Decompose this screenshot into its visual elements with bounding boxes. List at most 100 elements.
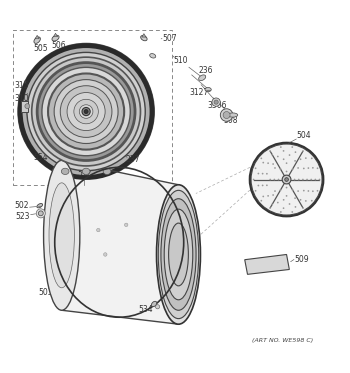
- Circle shape: [283, 150, 285, 152]
- Text: 523: 523: [15, 211, 29, 221]
- Ellipse shape: [34, 37, 40, 43]
- Circle shape: [18, 44, 154, 179]
- Circle shape: [302, 207, 304, 209]
- Text: 513: 513: [69, 155, 84, 164]
- Circle shape: [250, 143, 323, 216]
- Circle shape: [253, 179, 254, 181]
- Text: (ART NO. WE598 C): (ART NO. WE598 C): [252, 338, 314, 343]
- Circle shape: [251, 144, 322, 215]
- Circle shape: [36, 209, 45, 218]
- Circle shape: [271, 204, 273, 206]
- Circle shape: [267, 195, 269, 197]
- Ellipse shape: [228, 113, 238, 117]
- Circle shape: [286, 195, 287, 197]
- Circle shape: [255, 190, 257, 192]
- Circle shape: [302, 150, 304, 152]
- Circle shape: [266, 184, 268, 186]
- Circle shape: [38, 211, 43, 216]
- Circle shape: [273, 179, 275, 181]
- Circle shape: [267, 162, 269, 164]
- Text: 237: 237: [125, 155, 140, 164]
- Circle shape: [294, 160, 296, 162]
- Circle shape: [303, 190, 304, 191]
- FancyBboxPatch shape: [21, 101, 28, 112]
- Polygon shape: [54, 33, 58, 37]
- Circle shape: [294, 179, 295, 181]
- Ellipse shape: [141, 35, 147, 41]
- Circle shape: [283, 159, 285, 160]
- Circle shape: [269, 207, 271, 209]
- Circle shape: [311, 157, 313, 159]
- Circle shape: [262, 162, 264, 163]
- Circle shape: [294, 197, 296, 199]
- Circle shape: [283, 199, 285, 201]
- Ellipse shape: [169, 223, 188, 286]
- Ellipse shape: [82, 168, 90, 175]
- Circle shape: [317, 167, 318, 169]
- Circle shape: [306, 179, 308, 181]
- Circle shape: [258, 185, 259, 186]
- Circle shape: [266, 173, 268, 175]
- Circle shape: [25, 104, 30, 109]
- Circle shape: [272, 163, 274, 165]
- Circle shape: [292, 189, 294, 191]
- Circle shape: [262, 173, 264, 175]
- Circle shape: [54, 79, 118, 144]
- Text: 3306: 3306: [207, 101, 226, 110]
- Circle shape: [272, 194, 274, 196]
- Circle shape: [125, 223, 128, 226]
- Text: 236: 236: [198, 66, 213, 75]
- Text: 502: 502: [14, 201, 29, 210]
- Ellipse shape: [152, 301, 157, 307]
- Text: 505: 505: [34, 44, 48, 53]
- Ellipse shape: [61, 168, 69, 175]
- Ellipse shape: [161, 199, 196, 310]
- Ellipse shape: [150, 54, 156, 58]
- Text: 507: 507: [162, 34, 177, 43]
- Ellipse shape: [158, 190, 199, 319]
- Text: 510: 510: [173, 56, 188, 65]
- Circle shape: [48, 73, 124, 150]
- Circle shape: [292, 211, 293, 213]
- Circle shape: [289, 203, 290, 205]
- Circle shape: [305, 200, 307, 202]
- Circle shape: [305, 157, 307, 159]
- Circle shape: [298, 179, 300, 181]
- Ellipse shape: [37, 204, 43, 208]
- Ellipse shape: [103, 168, 111, 175]
- Ellipse shape: [52, 35, 59, 41]
- Circle shape: [260, 200, 262, 201]
- Circle shape: [297, 167, 299, 169]
- Circle shape: [318, 179, 320, 181]
- Circle shape: [274, 190, 276, 192]
- Circle shape: [315, 179, 316, 181]
- Circle shape: [280, 189, 281, 191]
- Circle shape: [212, 98, 220, 106]
- Circle shape: [260, 157, 262, 159]
- Circle shape: [97, 228, 100, 232]
- Circle shape: [297, 190, 299, 192]
- Polygon shape: [35, 35, 39, 39]
- Circle shape: [82, 107, 90, 116]
- Polygon shape: [62, 160, 178, 324]
- Text: 315: 315: [14, 81, 29, 90]
- Circle shape: [155, 305, 160, 309]
- Circle shape: [104, 253, 107, 256]
- Circle shape: [277, 202, 279, 203]
- Text: 509: 509: [294, 254, 308, 263]
- Circle shape: [258, 173, 259, 175]
- Ellipse shape: [164, 209, 193, 300]
- Circle shape: [60, 86, 112, 137]
- Circle shape: [271, 154, 273, 156]
- Circle shape: [274, 167, 276, 169]
- Circle shape: [262, 185, 264, 186]
- Circle shape: [312, 167, 314, 169]
- Circle shape: [269, 150, 271, 152]
- Bar: [13, 29, 172, 185]
- Circle shape: [308, 167, 309, 169]
- Ellipse shape: [43, 160, 80, 310]
- Circle shape: [292, 146, 293, 148]
- Circle shape: [300, 199, 301, 201]
- Circle shape: [295, 206, 296, 208]
- Circle shape: [223, 112, 230, 119]
